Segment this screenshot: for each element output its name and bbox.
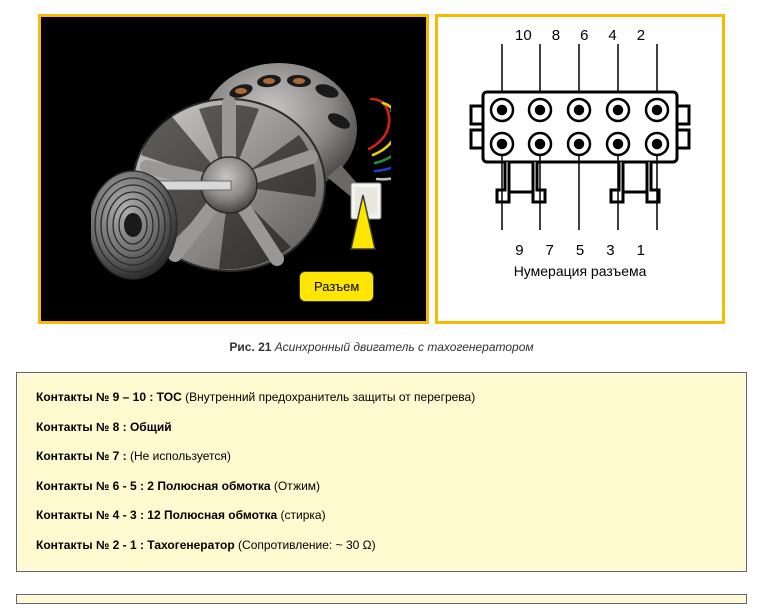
pin-num: 10 xyxy=(515,27,532,44)
pin-num: 3 xyxy=(606,242,614,259)
next-info-box xyxy=(16,594,747,604)
pin-num: 4 xyxy=(608,27,616,44)
connector-caption: Нумерация разъема xyxy=(514,263,647,279)
figure-caption: Рис. 21 Асинхронный двигатель с тахогене… xyxy=(0,340,763,354)
contact-row: Контакты № 4 - 3 : 12 Полюсная обмотка (… xyxy=(36,508,727,524)
pin-num: 8 xyxy=(552,27,560,44)
pin-num: 7 xyxy=(546,242,554,259)
contact-row: Контакты № 6 - 5 : 2 Полюсная обмотка (О… xyxy=(36,479,727,495)
contacts-info-box: Контакты № 9 – 10 : TOC (Внутренний пред… xyxy=(16,372,747,572)
callout-pointer xyxy=(335,195,375,275)
caption-prefix: Рис. 21 xyxy=(229,340,271,354)
contact-row: Контакты № 8 : Общий xyxy=(36,420,727,436)
connector-diagram-panel: 10 8 6 4 2 xyxy=(435,14,725,324)
pin-num: 2 xyxy=(637,27,645,44)
pin-num: 9 xyxy=(515,242,523,259)
contact-row: Контакты № 9 – 10 : TOC (Внутренний пред… xyxy=(36,390,727,406)
pin-num: 6 xyxy=(580,27,588,44)
connector-svg xyxy=(465,44,695,234)
pin-num: 1 xyxy=(637,242,645,259)
callout-label: Разъем xyxy=(314,279,359,294)
contact-row: Контакты № 7 : (Не используется) xyxy=(36,449,727,465)
pin-numbers-bottom: 9 7 5 3 1 xyxy=(515,242,645,259)
figure-row: Разъем 10 8 6 4 2 xyxy=(0,0,763,324)
motor-photo-panel: Разъем xyxy=(38,14,429,324)
contact-row: Контакты № 2 - 1 : Тахогенератор (Сопрот… xyxy=(36,538,727,554)
connector-callout: Разъем xyxy=(299,271,374,302)
pin-num: 5 xyxy=(576,242,584,259)
pin-numbers-top: 10 8 6 4 2 xyxy=(515,27,645,44)
caption-text: Асинхронный двигатель с тахогенератором xyxy=(275,340,534,354)
